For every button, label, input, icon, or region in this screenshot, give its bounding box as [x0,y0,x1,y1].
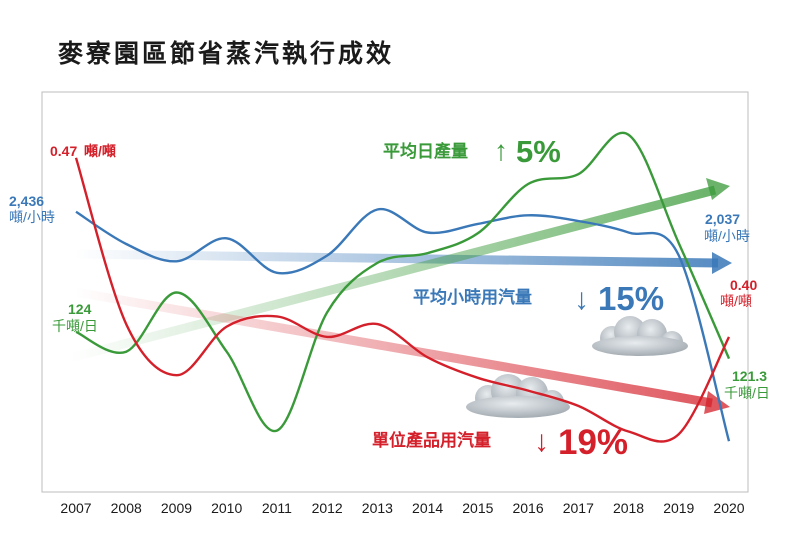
x-tick-label: 2011 [262,500,292,516]
series-line-hourly-steam [75,208,731,442]
end-label-daily-output-value: 121.3 [732,368,767,384]
x-tick-label: 2019 [663,500,694,516]
end-label-unit-steam-value: 0.40 [730,277,757,293]
callout-daily-output-arrow: ↑ [494,135,508,166]
x-tick-label: 2017 [563,500,594,516]
callout-hourly-steam-pct: 15% [598,280,664,317]
trend-arrow-hourly-steam [74,249,719,268]
series-line-unit-steam [74,157,731,443]
x-tick-label: 2018 [613,500,644,516]
chart-title: 麥寮園區節省蒸汽執行成效 [58,39,395,68]
start-label-hourly-steam-value: 2,436 [9,193,44,209]
trend-arrowhead-hourly-steam [712,252,732,274]
trend-arrowhead-daily-output [706,178,730,200]
end-label-hourly-steam-value: 2,037 [705,211,740,227]
trend-arrows [68,178,732,414]
x-tick-label: 2010 [211,500,242,516]
x-tick-label: 2007 [60,500,91,516]
callout-unit-steam-label: 單位產品用汽量 [372,430,491,450]
x-tick-label: 2015 [462,500,493,516]
x-tick-label: 2009 [161,500,192,516]
x-tick-label: 2016 [512,500,543,516]
start-label-hourly-steam-unit: 噸/小時 [9,209,55,225]
start-label-unit-steam-unit: 噸/噸 [84,143,116,159]
trend-arrowhead-unit-steam [704,391,730,414]
x-tick-label: 2008 [111,500,142,516]
x-tick-label: 2014 [412,500,443,516]
cloud-icon [592,316,688,356]
end-label-daily-output-unit: 千噸/日 [724,385,770,401]
start-label-unit-steam-value: 0.47 [50,143,77,159]
callout-hourly-steam-arrow: ↓ [574,283,589,316]
start-label-daily-output-value: 124 [68,301,92,317]
x-tick-label: 2013 [362,500,393,516]
cloud-icon [466,374,570,418]
callout-daily-output-label: 平均日產量 [383,141,468,161]
trend-arrow-daily-output [68,185,717,363]
x-tick-label: 2012 [312,500,343,516]
callout-hourly-steam-label: 平均小時用汽量 [413,287,532,307]
x-tick-label: 2020 [713,500,744,516]
callout-unit-steam-pct: 19% [558,423,628,462]
series-line-daily-output [75,131,731,432]
callout-daily-output-pct: 5% [516,134,561,169]
plot-frame [41,91,749,493]
trend-arrow-unit-steam [74,287,713,408]
callout-unit-steam-arrow: ↓ [534,425,549,458]
end-label-hourly-steam-unit: 噸/小時 [704,228,750,244]
end-label-unit-steam-unit: 噸/噸 [720,293,752,309]
start-label-daily-output-unit: 千噸/日 [52,318,98,334]
